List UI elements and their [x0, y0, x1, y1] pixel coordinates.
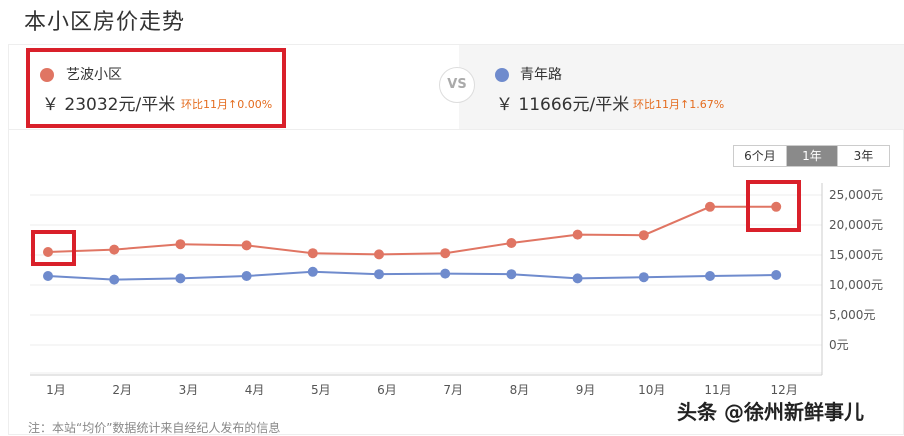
time-range-selector: 6个月 1年 3年 [733, 145, 890, 167]
compare-divider [9, 129, 904, 130]
data-point [506, 269, 517, 280]
data-point [440, 248, 451, 259]
page-title: 本小区房价走势 [24, 10, 186, 35]
data-point [175, 239, 186, 250]
data-point [572, 273, 583, 284]
range-tab-3-years[interactable]: 3年 [837, 146, 889, 166]
range-tab-6-months[interactable]: 6个月 [734, 146, 786, 166]
watermark: 头条 @徐州新鲜事儿 [677, 400, 864, 424]
left-legend-dot-icon [40, 68, 54, 82]
data-point [241, 240, 252, 251]
x-tick-label: 4月 [245, 383, 265, 397]
data-point [572, 229, 583, 240]
x-tick-label: 12月 [771, 383, 798, 397]
vs-badge: VS [439, 67, 475, 103]
data-point [109, 244, 120, 255]
range-tab-1-year[interactable]: 1年 [786, 146, 837, 166]
x-tick-label: 9月 [576, 383, 596, 397]
data-point [506, 238, 517, 248]
data-point [374, 249, 384, 260]
data-point [241, 271, 252, 281]
left-community-name: 艺波小区 [66, 67, 122, 83]
x-tick-label: 8月 [510, 383, 530, 397]
x-tick-label: 7月 [443, 383, 463, 397]
x-tick-label: 1月 [46, 383, 66, 397]
series-line-0 [47, 205, 777, 256]
data-point [43, 271, 53, 281]
data-point [307, 248, 318, 259]
data-point [109, 274, 120, 285]
data-point [705, 271, 715, 281]
y-tick-label: 15,000元 [829, 248, 883, 262]
x-tick-label: 10月 [638, 383, 665, 397]
left-price: ￥ 23032元/平米 [42, 95, 176, 115]
x-tick-label: 3月 [179, 383, 199, 397]
right-community-name: 青年路 [520, 67, 562, 83]
highlight-box-dec-point [746, 180, 801, 232]
x-tick-label: 2月 [112, 383, 132, 397]
compare-right-card [459, 45, 904, 129]
data-point [638, 230, 649, 241]
y-tick-label: 10,000元 [829, 278, 883, 292]
left-change: 环比11月↑0.00% [181, 98, 273, 111]
footnote: 注：本站“均价”数据统计来自经纪人发布的信息 [28, 421, 281, 435]
data-point [638, 272, 649, 283]
data-point [43, 247, 53, 257]
series-line-1 [47, 270, 777, 281]
x-tick-label: 11月 [704, 383, 731, 397]
y-tick-label: 25,000元 [829, 188, 883, 202]
data-point [771, 270, 782, 281]
x-tick-label: 5月 [311, 383, 331, 397]
right-legend-dot-icon [495, 68, 509, 82]
data-point [440, 268, 451, 279]
highlight-box-left-card [26, 48, 286, 128]
data-point [771, 201, 782, 212]
data-point [374, 269, 384, 280]
compare-left-card [9, 45, 459, 129]
data-point [307, 266, 318, 277]
data-point [705, 201, 715, 212]
right-change: 环比11月↑1.67% [633, 98, 725, 111]
data-point [175, 273, 186, 284]
right-price: ￥ 11666元/平米 [496, 95, 630, 115]
highlight-box-jan-point [31, 230, 76, 266]
x-tick-label: 6月 [377, 383, 397, 397]
y-tick-label: 5,000元 [829, 308, 875, 322]
y-tick-label: 0元 [829, 338, 849, 352]
y-tick-label: 20,000元 [829, 218, 883, 232]
